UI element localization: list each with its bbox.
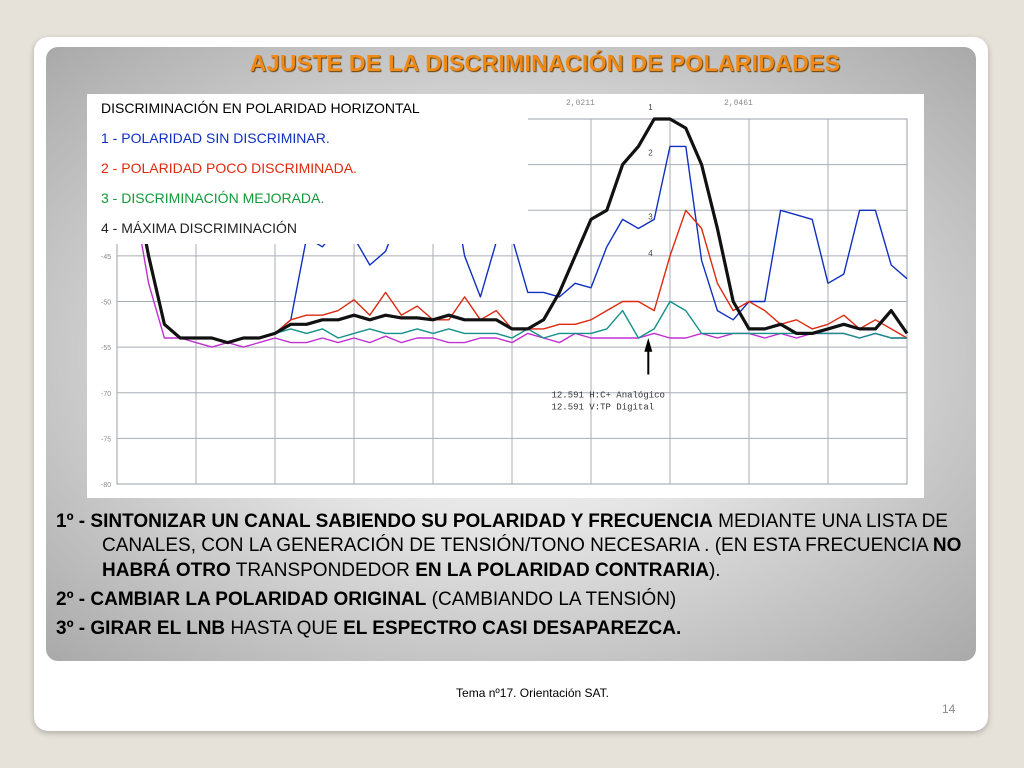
step-3-text: HASTA QUE [225, 618, 344, 640]
peak-label: 2 [648, 149, 653, 158]
instructions: 1º - SINTONIZAR UN CANAL SABIENDO SU POL… [56, 510, 1021, 647]
top-tick-label: 2,0461 [724, 99, 753, 108]
y-tick-label: -80 [101, 482, 111, 489]
peak-label: 1 [648, 103, 653, 112]
legend-item-1: 1 - POLARIDAD SIN DISCRIMINAR. [101, 130, 330, 146]
legend-heading: DISCRIMINACIÓN EN POLARIDAD HORIZONTAL [101, 100, 420, 116]
step-2-text: (CAMBIANDO LA TENSIÓN) [426, 588, 677, 610]
step-3-heading: 3º - GIRAR EL LNB [56, 618, 226, 640]
series-4-line [115, 117, 909, 345]
y-tick-label: -75 [101, 436, 111, 443]
annotation-line: 12.591 V:TP Digital [552, 402, 655, 412]
step-1-heading: 1º - SINTONIZAR UN CANAL SABIENDO SU POL… [56, 511, 713, 532]
step-1-text-3: ). [708, 559, 721, 581]
step-1-text: MEDIANTE UNA LISTA DE CANALES, CON LA GE… [102, 511, 948, 557]
slide-title: AJUSTE DE LA DISCRIMINACIÓN DE POLARIDAD… [249, 50, 841, 76]
instruction-step-3: 3º - GIRAR EL LNB HASTA QUE EL ESPECTRO … [56, 617, 1021, 641]
step-3-emphasis: EL ESPECTRO CASI DESAPAREZCA. [343, 618, 682, 640]
step-1-emphasis-1: NO HABRÁ OTRO [102, 535, 962, 581]
chart-legend: DISCRIMINACIÓN EN POLARIDAD HORIZONTAL 1… [87, 94, 528, 244]
peak-label: 3 [648, 212, 653, 221]
page-number: 14 [942, 702, 956, 716]
step-2-heading: 2º - CAMBIAR LA POLARIDAD ORIGINAL [56, 588, 427, 610]
instruction-step-1: 1º - SINTONIZAR UN CANAL SABIENDO SU POL… [56, 510, 1021, 583]
legend-item-2: 2 - POLARIDAD POCO DISCRIMINADA. [101, 160, 357, 176]
step-1-emphasis-2: EN LA POLARIDAD CONTRARIA [415, 559, 709, 581]
y-tick-label: -45 [101, 254, 111, 261]
legend-item-4: 4 - MÁXIMA DISCRIMINACIÓN [101, 220, 298, 236]
peak-label: 4 [648, 249, 653, 258]
y-tick-label: -50 [101, 300, 111, 307]
y-tick-label: -55 [101, 345, 111, 352]
series-5-line [116, 155, 907, 348]
arrow-head [644, 338, 653, 352]
top-tick-label: 2,0211 [566, 99, 595, 108]
annotation-line: 12.591 H:C+ Analógico [552, 390, 665, 400]
legend-item-3: 3 - DISCRIMINACIÓN MEJORADA. [101, 190, 325, 206]
instruction-step-2: 2º - CAMBIAR LA POLARIDAD ORIGINAL (CAMB… [56, 588, 1021, 612]
footer-text: Tema nº17. Orientación SAT. [456, 686, 609, 700]
step-1-text-2: TRANSPONDEDOR [230, 559, 416, 581]
y-tick-label: -70 [101, 391, 111, 398]
